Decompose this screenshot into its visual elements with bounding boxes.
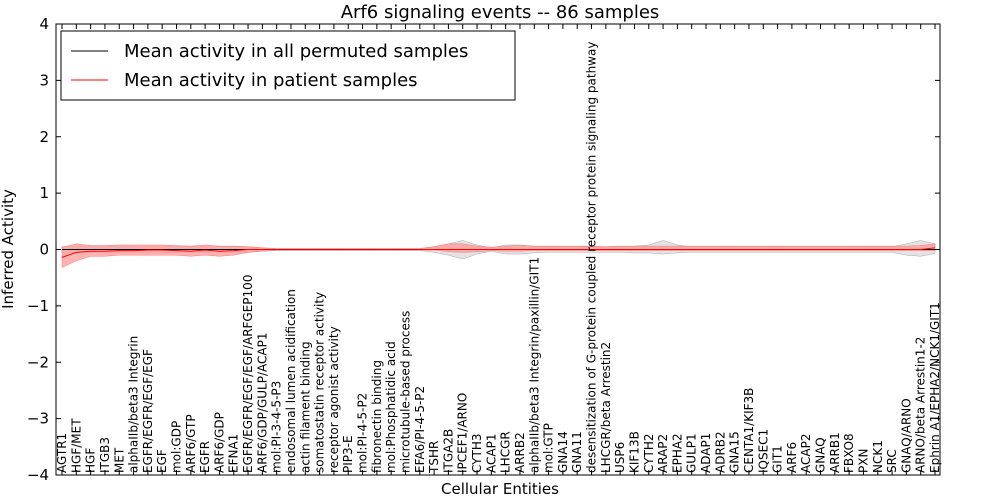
band-series-2 (61, 243, 936, 268)
xtick-label: ARNO/beta Arrestin1-2 (914, 337, 928, 473)
xtick-label: EFA6/PI-4-5-P2 (413, 386, 427, 473)
xtick-label: LHCGR/beta Arrestin2 (599, 342, 613, 473)
xtick-label: SRC (885, 449, 899, 473)
xtick-label: ADAP1 (699, 433, 713, 473)
xtick-label: mol:Phosphatidic acid (384, 341, 398, 473)
xtick-label: IPCEF1/ARNO (456, 393, 470, 473)
xtick-label: receptor agonist activity (327, 326, 341, 473)
ytick-label: 1 (39, 184, 49, 202)
line-series-2 (61, 247, 936, 258)
xtick-label: microtubule-based process (398, 311, 412, 473)
xtick-label: somatostatin receptor activity (313, 292, 327, 473)
xtick-label: ARF6/GDP (212, 412, 226, 473)
ytick-label: 2 (39, 128, 49, 146)
xtick-label: fibronectin binding (370, 360, 384, 473)
ytick-label: −1 (27, 297, 49, 315)
xtick-label: endosomal lumen acidification (284, 289, 298, 473)
xtick-label: TSHR (427, 441, 441, 474)
xtick-label: alphaIIb/beta3 Integrin (127, 336, 141, 473)
xtick-label: alphaIIb/beta3 Integrin/paxillin/GIT1 (527, 257, 541, 473)
ytick-label: −2 (27, 353, 49, 371)
ytick-label: 3 (39, 71, 49, 89)
xtick-label: CENTA1/KIF3B (742, 388, 756, 473)
xtick-label: AGTR1 (55, 433, 69, 473)
xtick-label: ITGA2B (441, 429, 455, 473)
xtick-label: PXN (856, 449, 870, 473)
xtick-label: HGF (84, 448, 98, 473)
xtick-label: ARRB2 (513, 432, 527, 473)
xtick-label: PIP3-E (341, 435, 355, 473)
xtick-label: mol:GDP (169, 421, 183, 473)
xtick-label: EGFR/EGFR/EGF/EGF (141, 349, 155, 473)
series-lines (61, 247, 936, 258)
ytick-label: −3 (27, 410, 49, 428)
xtick-label: ITGB3 (98, 437, 112, 473)
xtick-label: GNA15 (728, 431, 742, 473)
x-axis-label: Cellular Entities (441, 480, 559, 498)
ytick-label: 4 (39, 15, 49, 33)
xtick-label: IQSEC1 (756, 429, 770, 473)
chart-title: Arf6 signaling events -- 86 samples (341, 2, 660, 23)
x-axis: AGTR1 HGF/MET HGF ITGB3 MET alphaIIb/beta3 In… (55, 24, 942, 475)
xtick-label: FBXO8 (842, 433, 856, 473)
legend: Mean activity in all permuted samples Mea… (60, 30, 516, 101)
xtick-label: actin filament binding (298, 341, 312, 473)
xtick-label: GULP1 (685, 433, 699, 473)
xtick-label: ARF6 (785, 442, 799, 473)
xtick-label: ACAP1 (484, 434, 498, 473)
y-axis: −4 −3 −2 −1 0 1 2 3 4 (27, 15, 940, 484)
xtick-label: CYTH3 (470, 434, 484, 474)
xtick-label: mol:GTP (542, 423, 556, 473)
xtick-label: EGFR/EGFR/EGF/EGF/ARFGEP100 (241, 275, 255, 473)
xtick-label: KIF13B (627, 431, 641, 473)
xtick-label: mol:PI-4-5-P2 (356, 393, 370, 473)
xtick-label: ARAP2 (656, 434, 670, 473)
xtick-label: EGF (155, 449, 169, 473)
xtick-label: LHCGR (499, 431, 513, 473)
xtick-label: GNAQ (814, 437, 828, 473)
xtick-label: ARRB1 (828, 432, 842, 473)
ytick-label: 0 (39, 241, 49, 259)
legend-label-2: Mean activity in patient samples (124, 70, 418, 91)
xtick-label: ACAP2 (799, 434, 813, 473)
xtick-label: EFNA1 (227, 434, 241, 473)
xtick-label: GNA11 (570, 431, 584, 473)
xtick-label: ADRB2 (713, 431, 727, 473)
xtick-label: HGF/MET (69, 418, 83, 473)
xtick-label: mol:PI-3-4-5-P3 (270, 381, 284, 473)
xtick-label: MET (112, 447, 126, 473)
xtick-label: EGFR (198, 441, 212, 473)
xtick-label: GNA14 (556, 431, 570, 473)
ytick-label: −4 (27, 466, 49, 484)
xtick-label: desensitization of G-protein coupled rec… (585, 42, 599, 473)
xtick-label: NCK1 (871, 440, 885, 473)
xtick-label: Ephrin A1/EPHA2/NCK1/GIT1 (928, 302, 942, 473)
xtick-label: GIT1 (771, 445, 785, 473)
xtick-label: EPHA2 (670, 433, 684, 473)
confidence-bands (61, 240, 936, 268)
legend-box (60, 30, 516, 101)
xtick-label: ARF6/GDP/GULP/ACAP1 (255, 333, 269, 473)
xtick-label: GNAQ/ARNO (899, 398, 913, 473)
xtick-label: CYTH2 (642, 434, 656, 474)
y-axis-label: Inferred Activity (0, 189, 17, 309)
legend-label-1: Mean activity in all permuted samples (124, 41, 468, 62)
xtick-label: USP6 (613, 442, 627, 473)
xtick-label: ARF6/GTP (184, 414, 198, 473)
